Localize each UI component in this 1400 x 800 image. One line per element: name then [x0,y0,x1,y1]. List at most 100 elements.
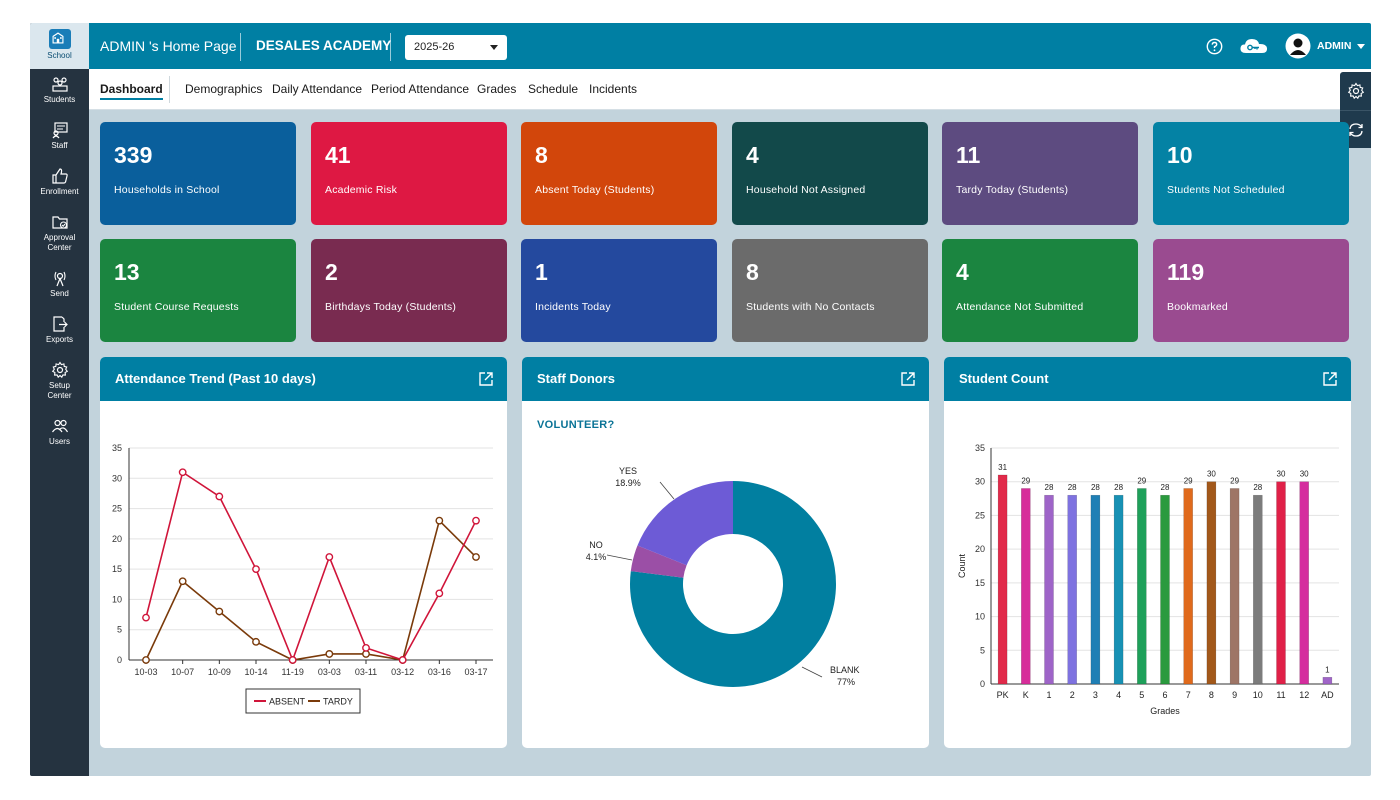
bar [1067,494,1077,685]
sidebar-item-users[interactable]: Users [30,417,89,463]
slice-value-label: 77% [837,677,855,687]
y-tick-label: 0 [117,655,122,665]
sidebar-item-label: Exports [45,335,74,344]
data-point [325,553,334,561]
stat-card-label: Students Not Scheduled [1167,184,1285,196]
sidebar-item-school[interactable]: School [30,23,89,69]
bar [1021,488,1031,685]
avatar[interactable] [1285,33,1311,59]
school-year-select[interactable]: 2025-26 [405,35,507,60]
help-icon[interactable] [1206,38,1223,55]
tab-period-attendance[interactable]: Period Attendance [371,82,470,96]
export-icon [52,316,68,332]
external-link-icon[interactable] [900,371,916,387]
folder-check-icon [51,216,68,229]
slice-label-leader [801,666,823,678]
attendance-line-chart: 0 5 10 15 20 25 30 35 10-03 10-07 10-09 10-14 11-19 0… [112,443,493,714]
panel-title: Attendance Trend (Past 10 days) [115,371,316,386]
stat-card-value: 41 [325,142,351,168]
bar [1322,677,1333,685]
external-link-icon[interactable] [478,371,494,387]
tab-daily-attendance[interactable]: Daily Attendance [272,82,363,96]
stat-card-value: 8 [746,259,759,285]
stat-card[interactable]: 1 Incidents Today [521,239,717,342]
x-tick-label: 6 [1162,690,1167,700]
sidebar-item-label: Send [50,289,69,298]
data-point [288,656,297,664]
x-tick-label: 03-12 [391,667,414,677]
x-tick-label: 5 [1139,690,1144,700]
y-tick-label: 5 [980,645,985,655]
stat-card-value: 339 [114,142,153,168]
bar [1229,488,1240,685]
sidebar-item-staff[interactable]: Staff [30,121,89,167]
bar [1160,494,1170,685]
sidebar-item-approval-center[interactable]: Approval Center [30,213,89,259]
y-tick-label: 10 [975,612,985,622]
slice-value-label: 18.9% [615,478,641,488]
stat-card[interactable]: 4 Attendance Not Submitted [942,239,1138,342]
x-axis-label: Grades [1150,706,1180,716]
bar-value-label: 29 [1137,476,1146,485]
page-title: ADMIN 's Home Page [100,38,237,54]
stat-card[interactable]: 8 Absent Today (Students) [521,122,717,225]
x-tick-label: 2 [1070,690,1075,700]
external-link-icon[interactable] [1322,371,1338,387]
y-tick-label: 25 [975,510,985,520]
tab-dashboard[interactable]: Dashboard [100,69,163,110]
x-tick-label: 11 [1276,690,1285,700]
y-tick-label: 15 [112,564,122,574]
sidebar-item-label: Students [43,95,76,104]
bar-value-label: 1 [1325,665,1330,674]
bar-value-label: 28 [1068,483,1077,492]
x-tick-label: AD [1321,690,1334,700]
attendance-trend-panel: Attendance Trend (Past 10 days) 0 5 10 15 20… [100,357,507,748]
sidebar-item-exports[interactable]: Exports [30,315,89,361]
stat-card[interactable]: 4 Household Not Assigned [732,122,928,225]
settings-button[interactable] [1340,72,1371,110]
student-count-panel: Student Count 0 5 10 15 20 25 30 35 31 PK 29 K 28 1 28… [944,357,1351,748]
student-count-bar-chart: 0510152025303531PK29K2812822832842952862… [957,443,1339,716]
sidebar-item-label: Users [49,437,70,446]
stat-card[interactable]: 339 Households in School [100,122,296,225]
sidebar-item-label: School [47,51,72,60]
stat-card[interactable]: 119 Bookmarked [1153,239,1349,342]
refresh-button[interactable] [1340,110,1371,148]
sidebar-item-label-2: Center [47,243,72,252]
tab-grades[interactable]: Grades [477,82,517,96]
tab-incidents[interactable]: Incidents [589,82,638,96]
bar [1113,494,1124,685]
donut-slice-no [630,545,687,578]
stat-card-value: 13 [114,259,140,285]
sidebar-item-setup-center[interactable]: Setup Center [30,361,89,407]
school-name: DESALES ACADEMY [256,38,392,53]
panel-header: Staff Donors [522,357,929,401]
tab-demographics[interactable]: Demographics [185,82,263,96]
stat-card[interactable]: 13 Student Course Requests [100,239,296,342]
cloud-key-icon[interactable] [1239,36,1269,56]
y-tick-label: 35 [975,443,985,453]
sidebar-item-students[interactable]: Students [30,75,89,121]
stat-card[interactable]: 11 Tardy Today (Students) [942,122,1138,225]
stat-card[interactable]: 2 Birthdays Today (Students) [311,239,507,342]
donut-slice-blank [630,481,836,687]
stat-card[interactable]: 8 Students with No Contacts [732,239,928,342]
user-name: ADMIN [1317,40,1352,52]
stat-card-value: 119 [1167,259,1205,285]
stat-card[interactable]: 41 Academic Risk [311,122,507,225]
sidebar-item-send[interactable]: Send [30,269,89,315]
bar [1044,494,1054,685]
bar [1253,494,1263,685]
sidebar-item-enrollment[interactable]: Enrollment [30,167,89,213]
bar [1090,494,1101,685]
x-tick-label: 10-07 [171,667,194,677]
x-tick-label: 3 [1093,690,1098,700]
x-tick-label: 10-03 [134,667,157,677]
stat-card-label: Student Course Requests [114,301,239,313]
user-menu[interactable]: ADMIN [1317,23,1366,69]
stat-card[interactable]: 10 Students Not Scheduled [1153,122,1349,225]
app-frame: School Students Staff Enrollment Approva… [30,23,1371,776]
tab-schedule[interactable]: Schedule [528,82,579,96]
x-tick-label: 10 [1253,690,1263,700]
header-divider [390,33,391,61]
